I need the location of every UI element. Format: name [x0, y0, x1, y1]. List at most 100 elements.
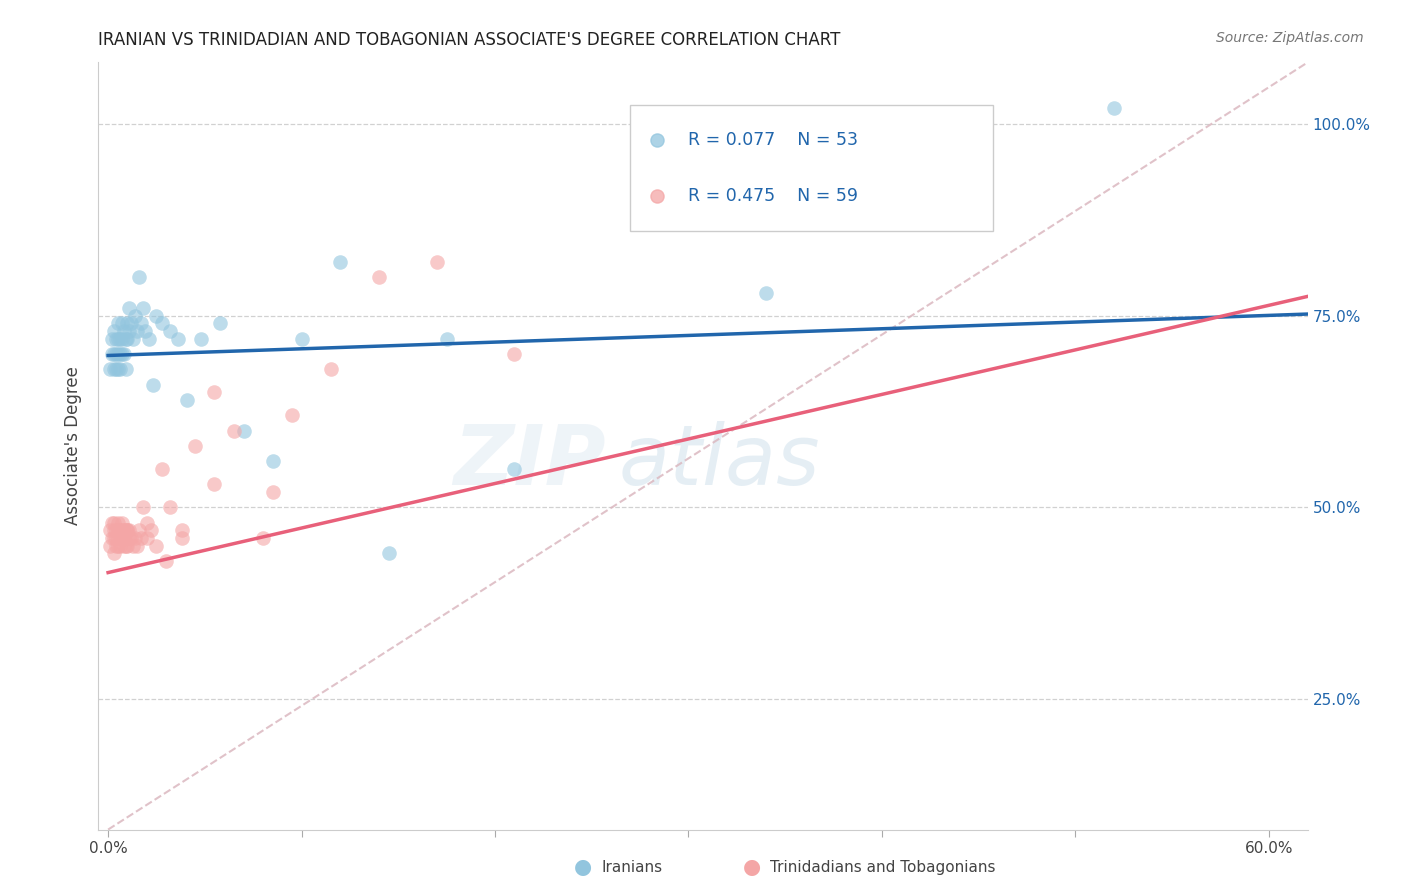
Point: [426, 255, 449, 269]
Point: [134, 324, 156, 338]
Point: [262, 454, 284, 468]
Point: [107, 362, 129, 376]
Point: [222, 424, 245, 438]
Point: [290, 332, 312, 346]
Point: [135, 516, 157, 530]
Point: [145, 309, 167, 323]
FancyBboxPatch shape: [630, 104, 993, 231]
Point: [1102, 102, 1125, 116]
Point: [204, 477, 226, 491]
Text: Iranians: Iranians: [602, 860, 662, 874]
Point: [129, 531, 152, 545]
Point: [122, 332, 145, 346]
Text: ZIP: ZIP: [454, 421, 606, 502]
Point: [103, 516, 125, 530]
Point: [104, 524, 127, 538]
Text: R = 0.077    N = 53: R = 0.077 N = 53: [689, 131, 859, 149]
Point: [103, 524, 125, 538]
Point: [118, 531, 141, 545]
Point: [107, 539, 129, 553]
Point: [184, 439, 207, 453]
Point: [150, 316, 173, 330]
Text: IRANIAN VS TRINIDADIAN AND TOBAGONIAN ASSOCIATE'S DEGREE CORRELATION CHART: IRANIAN VS TRINIDADIAN AND TOBAGONIAN AS…: [98, 31, 841, 49]
Point: [112, 531, 135, 545]
Point: [104, 539, 127, 553]
Point: [117, 316, 139, 330]
Point: [503, 347, 526, 361]
Point: [114, 362, 136, 376]
Point: [111, 531, 134, 545]
Text: Trinidadians and Tobagonians: Trinidadians and Tobagonians: [770, 860, 995, 874]
Point: [991, 250, 1014, 264]
Point: [232, 424, 254, 438]
Point: [190, 332, 212, 346]
Point: [127, 324, 149, 338]
Point: [170, 524, 193, 538]
Point: [98, 524, 121, 538]
Point: [117, 524, 139, 538]
Point: [103, 362, 125, 376]
Point: [145, 539, 167, 553]
Point: [209, 316, 232, 330]
Point: [122, 539, 145, 553]
Point: [108, 347, 131, 361]
Point: [142, 377, 165, 392]
Point: [377, 546, 399, 560]
Point: [112, 347, 135, 361]
Point: [114, 524, 136, 538]
Point: [101, 347, 124, 361]
Point: [252, 531, 274, 545]
Point: [104, 531, 127, 545]
Point: [124, 309, 146, 323]
Point: [132, 301, 155, 315]
Point: [101, 531, 124, 545]
Text: Source: ZipAtlas.com: Source: ZipAtlas.com: [1216, 31, 1364, 45]
Point: [111, 524, 134, 538]
Point: [107, 524, 129, 538]
Point: [112, 539, 135, 553]
Point: [436, 332, 458, 346]
Point: [104, 332, 127, 346]
Point: [155, 554, 177, 568]
Point: [755, 285, 778, 300]
Point: [135, 531, 157, 545]
Point: [159, 324, 181, 338]
Point: [117, 539, 139, 553]
Point: [166, 332, 188, 346]
Point: [281, 409, 304, 423]
Point: [101, 332, 124, 346]
Point: [101, 516, 124, 530]
Point: [103, 546, 125, 560]
Point: [107, 531, 129, 545]
Point: [368, 270, 391, 285]
Point: [112, 524, 135, 538]
Point: [127, 539, 149, 553]
Point: [103, 324, 125, 338]
Point: [118, 324, 141, 338]
Point: [132, 500, 155, 515]
Text: ●: ●: [575, 857, 592, 877]
Point: [176, 392, 198, 407]
Text: R = 0.475    N = 59: R = 0.475 N = 59: [689, 186, 859, 205]
Point: [118, 524, 141, 538]
Point: [98, 539, 121, 553]
Point: [98, 362, 121, 376]
Point: [117, 524, 139, 538]
Point: [111, 347, 134, 361]
Point: [159, 500, 181, 515]
Point: [120, 531, 142, 545]
Point: [124, 531, 146, 545]
Point: [104, 347, 127, 361]
Point: [107, 332, 129, 346]
Point: [262, 485, 284, 500]
Point: [112, 324, 135, 338]
Point: [111, 316, 134, 330]
Point: [108, 332, 131, 346]
Point: [128, 270, 150, 285]
Point: [170, 531, 193, 545]
Point: [114, 539, 136, 553]
Point: [104, 362, 127, 376]
Point: [107, 316, 129, 330]
Point: [108, 362, 131, 376]
Point: [129, 316, 152, 330]
